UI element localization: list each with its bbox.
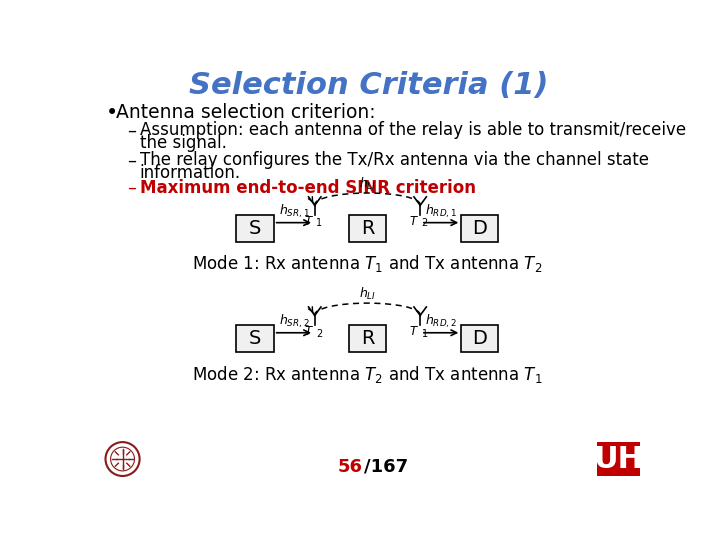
Text: •: •	[106, 103, 118, 123]
Text: 56: 56	[338, 458, 363, 476]
Text: $h_{RD,2}$: $h_{RD,2}$	[425, 313, 456, 330]
Text: the signal.: the signal.	[140, 133, 227, 152]
Bar	[236, 325, 274, 352]
Text: 1: 1	[422, 328, 428, 339]
Text: $h_{RD,1}$: $h_{RD,1}$	[425, 203, 456, 220]
Text: S: S	[249, 329, 261, 348]
Bar	[462, 325, 498, 352]
Text: 1: 1	[316, 218, 323, 228]
Text: S: S	[249, 219, 261, 238]
Text: Antenna selection criterion:: Antenna selection criterion:	[117, 103, 376, 122]
Bar	[349, 325, 386, 352]
Text: Maximum end-to-end SINR criterion: Maximum end-to-end SINR criterion	[140, 179, 476, 197]
Text: D: D	[472, 219, 487, 238]
Text: $h_{SR,2}$: $h_{SR,2}$	[279, 313, 310, 330]
Text: –: –	[127, 122, 136, 139]
Bar	[462, 214, 498, 241]
Text: $T$: $T$	[410, 215, 419, 228]
Text: D: D	[472, 329, 487, 348]
Text: $h_{LI}$: $h_{LI}$	[359, 176, 376, 192]
Text: –: –	[127, 151, 136, 169]
Bar	[236, 214, 274, 241]
Text: The relay configures the Tx/Rx antenna via the channel state: The relay configures the Tx/Rx antenna v…	[140, 151, 649, 169]
Text: $h_{LI}$: $h_{LI}$	[359, 286, 376, 302]
Bar	[597, 442, 640, 476]
Bar	[349, 214, 386, 241]
Text: $T$: $T$	[304, 215, 314, 228]
Text: Mode 2: Rx antenna $T_2$ and Tx antenna $T_1$: Mode 2: Rx antenna $T_2$ and Tx antenna …	[192, 364, 543, 385]
Text: R: R	[361, 329, 374, 348]
Text: information.: information.	[140, 164, 240, 181]
Text: Assumption: each antenna of the relay is able to transmit/receive: Assumption: each antenna of the relay is…	[140, 122, 685, 139]
Text: UH: UH	[593, 444, 644, 474]
Text: $h_{SR,1}$: $h_{SR,1}$	[279, 203, 310, 220]
Text: 2: 2	[422, 218, 428, 228]
Text: /167: /167	[364, 458, 408, 476]
Text: Mode 1: Rx antenna $T_1$ and Tx antenna $T_2$: Mode 1: Rx antenna $T_1$ and Tx antenna …	[192, 253, 543, 274]
Text: Selection Criteria (1): Selection Criteria (1)	[189, 71, 549, 100]
Text: $T$: $T$	[410, 326, 419, 339]
Text: 2: 2	[316, 328, 323, 339]
Text: $T$: $T$	[304, 326, 314, 339]
Text: –: –	[127, 179, 136, 197]
Text: R: R	[361, 219, 374, 238]
